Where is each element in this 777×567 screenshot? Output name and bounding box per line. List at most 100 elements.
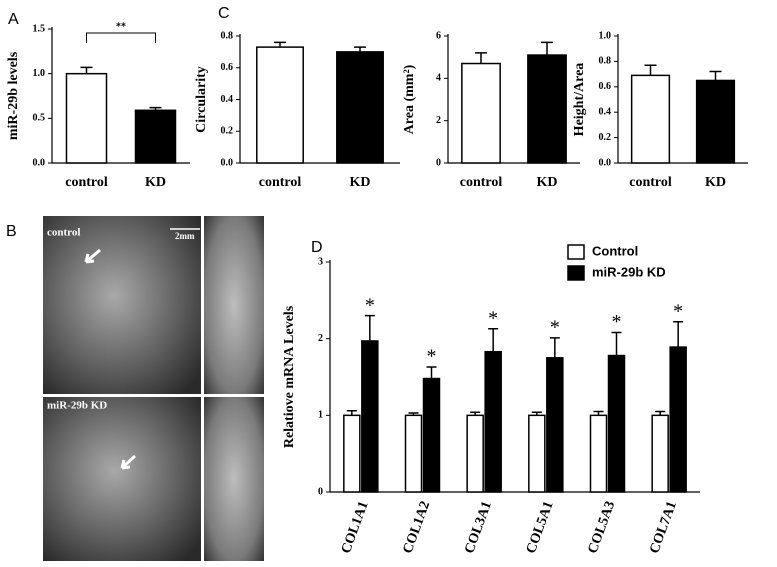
y-axis-label: Area (mm²) bbox=[402, 64, 417, 134]
photo-label: control bbox=[47, 227, 80, 239]
legend-swatch bbox=[567, 244, 585, 260]
x-tick-label: COL5A1 bbox=[524, 499, 557, 555]
error-bar bbox=[426, 366, 437, 379]
scale-label: 2mm bbox=[175, 231, 195, 241]
y-axis-label: Relatiove mRNA Levels bbox=[282, 305, 297, 448]
y-tick-label: 2 bbox=[318, 333, 323, 344]
bar bbox=[546, 357, 564, 493]
y-tick-label: 1.5 bbox=[33, 23, 46, 34]
arrow bbox=[120, 454, 137, 470]
error-bar bbox=[541, 41, 553, 56]
x-tick-label: KD bbox=[705, 175, 726, 190]
x-tick-label: KD bbox=[537, 175, 558, 190]
significance-bracket bbox=[86, 32, 156, 43]
bar bbox=[336, 51, 384, 164]
bar bbox=[484, 350, 502, 493]
bar bbox=[461, 62, 501, 164]
x-tick-label: COL1A1 bbox=[339, 499, 372, 555]
x-tick-label: COL5A3 bbox=[586, 499, 619, 555]
x-tick-label: control bbox=[65, 175, 108, 190]
x-tick-label: control bbox=[629, 175, 672, 190]
bar bbox=[404, 414, 423, 493]
y-tick-label: 3 bbox=[318, 256, 323, 267]
x-tick-label: KD bbox=[145, 175, 166, 190]
error-bar bbox=[673, 321, 684, 348]
bar bbox=[589, 414, 608, 493]
photo-label: miR-29b KD bbox=[47, 400, 107, 412]
significance: * bbox=[365, 294, 375, 316]
axis bbox=[329, 260, 700, 493]
y-tick-label: 0.4 bbox=[221, 94, 234, 105]
y-tick-label: 0.6 bbox=[599, 81, 612, 92]
error-bar bbox=[475, 52, 487, 64]
legend-swatch bbox=[567, 265, 585, 281]
bar bbox=[528, 414, 546, 493]
bar bbox=[527, 54, 567, 164]
error-bar bbox=[644, 64, 657, 76]
significance: * bbox=[673, 300, 683, 322]
photo bbox=[43, 216, 201, 394]
x-tick-label: control bbox=[259, 175, 302, 190]
x-tick-label: control bbox=[460, 175, 503, 190]
y-tick-label: 0.0 bbox=[221, 157, 234, 168]
photo bbox=[43, 397, 201, 561]
error-bar bbox=[611, 331, 622, 356]
y-tick-label: 0.0 bbox=[33, 157, 46, 168]
y-tick-label: 0 bbox=[318, 486, 323, 497]
legend-label: miR-29b KD bbox=[592, 264, 666, 279]
y-tick-label: 0.8 bbox=[221, 30, 234, 41]
panel-label: C bbox=[218, 5, 230, 22]
y-tick-label: 0.0 bbox=[599, 157, 612, 168]
error-bar bbox=[488, 327, 499, 352]
significance: ** bbox=[116, 21, 126, 32]
y-tick-label: 0.4 bbox=[599, 106, 612, 117]
x-tick-label: KD bbox=[350, 175, 371, 190]
error-bar bbox=[549, 337, 560, 358]
y-tick-label: 0.2 bbox=[221, 126, 234, 137]
bar bbox=[343, 414, 361, 493]
bar bbox=[466, 414, 484, 493]
error-bar bbox=[709, 70, 722, 81]
y-axis-label: miR-29b levels bbox=[6, 51, 21, 140]
error-bar bbox=[80, 66, 93, 74]
bar bbox=[256, 46, 304, 164]
y-axis-label: Circularity bbox=[194, 66, 209, 133]
x-tick-label: COL7A1 bbox=[647, 499, 680, 555]
y-tick-label: 1.0 bbox=[599, 30, 612, 41]
panel-label: B bbox=[6, 223, 17, 240]
y-tick-label: 0.5 bbox=[33, 113, 46, 124]
bar bbox=[422, 377, 441, 493]
bar bbox=[361, 340, 379, 493]
error-bar bbox=[354, 46, 366, 52]
bar bbox=[65, 72, 108, 164]
y-tick-label: 0 bbox=[436, 157, 441, 168]
photo bbox=[204, 216, 264, 394]
x-tick-label: COL1A2 bbox=[401, 499, 434, 555]
photo bbox=[204, 397, 264, 561]
bar bbox=[630, 74, 671, 164]
bar bbox=[651, 414, 669, 493]
bar bbox=[669, 346, 687, 493]
panel-label: A bbox=[8, 11, 19, 28]
significance: * bbox=[550, 316, 560, 338]
photo-panel: B control 2mm miR-29b KD bbox=[6, 216, 264, 561]
bar bbox=[695, 79, 736, 164]
y-tick-label: 0.2 bbox=[599, 132, 612, 143]
significance: * bbox=[488, 307, 498, 329]
significance: * bbox=[612, 311, 622, 333]
y-axis-label: Height/Area bbox=[572, 63, 587, 137]
error-bar bbox=[364, 314, 375, 341]
y-tick-label: 4 bbox=[436, 73, 441, 84]
y-tick-label: 0.8 bbox=[599, 56, 612, 67]
y-tick-label: 1.0 bbox=[33, 68, 46, 79]
y-tick-label: 0.6 bbox=[221, 62, 234, 73]
bar bbox=[134, 109, 177, 164]
error-bar bbox=[346, 409, 357, 416]
x-tick-label: COL3A1 bbox=[462, 499, 495, 555]
y-tick-label: 1 bbox=[318, 410, 323, 421]
significance: * bbox=[427, 346, 437, 368]
y-tick-label: 6 bbox=[436, 30, 441, 41]
legend-label: Control bbox=[592, 243, 638, 258]
bar bbox=[607, 354, 626, 493]
